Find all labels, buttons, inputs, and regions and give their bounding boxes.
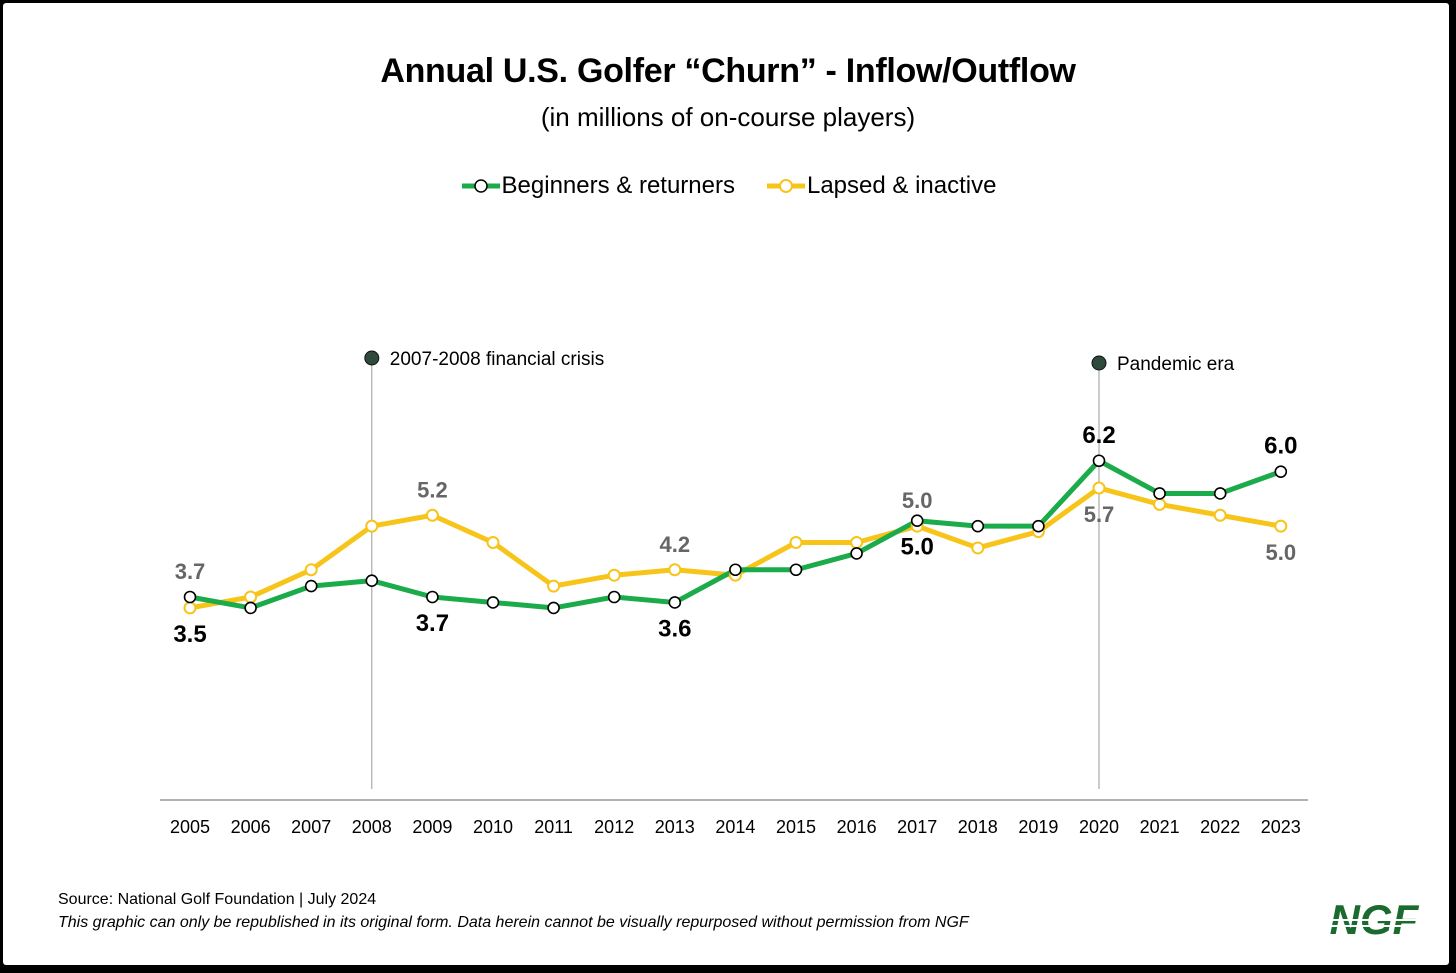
data-point: [1153, 487, 1166, 500]
x-tick-label: 2005: [170, 817, 210, 837]
data-point: [547, 601, 560, 615]
annotation-dot: [1091, 355, 1107, 371]
data-label: 5.0: [901, 534, 934, 561]
data-point: [607, 568, 621, 582]
x-tick-label: 2012: [594, 817, 634, 837]
data-point: [729, 563, 742, 577]
data-point: [244, 601, 257, 615]
series-line: [187, 458, 1284, 611]
annotation-label: Pandemic era: [1117, 354, 1235, 375]
x-tick-label: 2020: [1079, 817, 1119, 837]
legend-item-beginners: Beginners & returners: [460, 172, 735, 200]
data-point: [1213, 508, 1227, 522]
data-point: [547, 579, 561, 593]
data-point: [789, 536, 803, 549]
data-point: [365, 519, 379, 533]
data-point: [244, 590, 258, 604]
data-point: [789, 563, 803, 577]
x-tick-label: 2014: [715, 817, 755, 837]
footer-note: This graphic can only be republished in …: [58, 914, 969, 931]
data-label: 5.7: [1084, 502, 1115, 527]
data-label: 4.2: [660, 532, 691, 557]
data-label: 5.2: [417, 477, 448, 502]
data-point: [425, 508, 439, 522]
chart-frame: [3, 3, 1449, 965]
x-tick-label: 2011: [534, 817, 573, 837]
legend-marker-yellow: [766, 179, 805, 193]
data-point: [183, 601, 197, 615]
legend-marker-green: [461, 179, 500, 193]
data-label: 5.0: [1266, 540, 1297, 565]
footer-source: Source: National Golf Foundation | July …: [58, 891, 377, 908]
legend-item-lapsed: Lapsed & inactive: [765, 172, 996, 200]
data-point: [850, 536, 864, 549]
data-point: [304, 579, 318, 593]
data-point: [1274, 465, 1288, 478]
annotation-dot: [364, 350, 380, 366]
data-point: [910, 514, 924, 528]
x-tick-label: 2021: [1140, 817, 1180, 837]
x-tick-label: 2022: [1200, 817, 1240, 837]
data-label: 3.6: [658, 615, 691, 642]
data-point: [971, 519, 985, 533]
data-label: 6.0: [1264, 433, 1297, 460]
annotation-label: 2007-2008 financial crisis: [390, 349, 604, 370]
data-point: [971, 541, 985, 555]
data-point: [668, 563, 682, 577]
series-line: [187, 485, 1284, 611]
legend-label-lapsed: Lapsed & inactive: [806, 172, 997, 199]
data-label: 3.7: [416, 610, 449, 637]
chart-subtitle: (in millions of on-course players): [540, 102, 916, 132]
x-tick-label: 2008: [352, 817, 392, 837]
data-point: [607, 590, 621, 604]
data-point: [668, 596, 682, 609]
data-point: [365, 574, 379, 587]
data-point: [850, 547, 863, 560]
data-point: [486, 536, 500, 549]
data-label: 3.7: [175, 559, 206, 584]
data-point: [1092, 481, 1106, 495]
data-label: 5.0: [902, 488, 933, 513]
data-point: [1092, 454, 1106, 468]
data-point: [426, 590, 439, 604]
data-point: [1032, 519, 1045, 533]
data-point: [183, 590, 197, 604]
data-point: [486, 596, 500, 609]
data-label: 3.5: [173, 621, 206, 648]
chart-legend: Beginners & returners Lapsed & inactive: [0, 172, 1456, 200]
x-tick-label: 2019: [1018, 817, 1058, 837]
x-tick-label: 2016: [837, 817, 877, 837]
x-tick-label: 2017: [897, 817, 937, 837]
ngf-logo: NGF: [1322, 896, 1426, 942]
data-label: 6.2: [1082, 422, 1115, 449]
x-tick-label: 2015: [776, 817, 816, 837]
data-point: [1274, 519, 1288, 533]
x-tick-label: 2010: [473, 817, 513, 837]
x-tick-label: 2018: [958, 817, 998, 837]
chart-title: Annual U.S. Golfer “Churn” - Inflow/Outf…: [380, 52, 1076, 90]
data-point: [304, 563, 318, 577]
x-tick-label: 2007: [291, 817, 331, 837]
legend-label-beginners: Beginners & returners: [501, 172, 735, 199]
x-tick-label: 2006: [231, 817, 271, 837]
x-tick-label: 2013: [655, 817, 695, 837]
x-tick-label: 2023: [1261, 817, 1301, 837]
x-tick-label: 2009: [412, 817, 452, 837]
data-point: [1213, 487, 1227, 500]
data-point: [1153, 497, 1167, 511]
